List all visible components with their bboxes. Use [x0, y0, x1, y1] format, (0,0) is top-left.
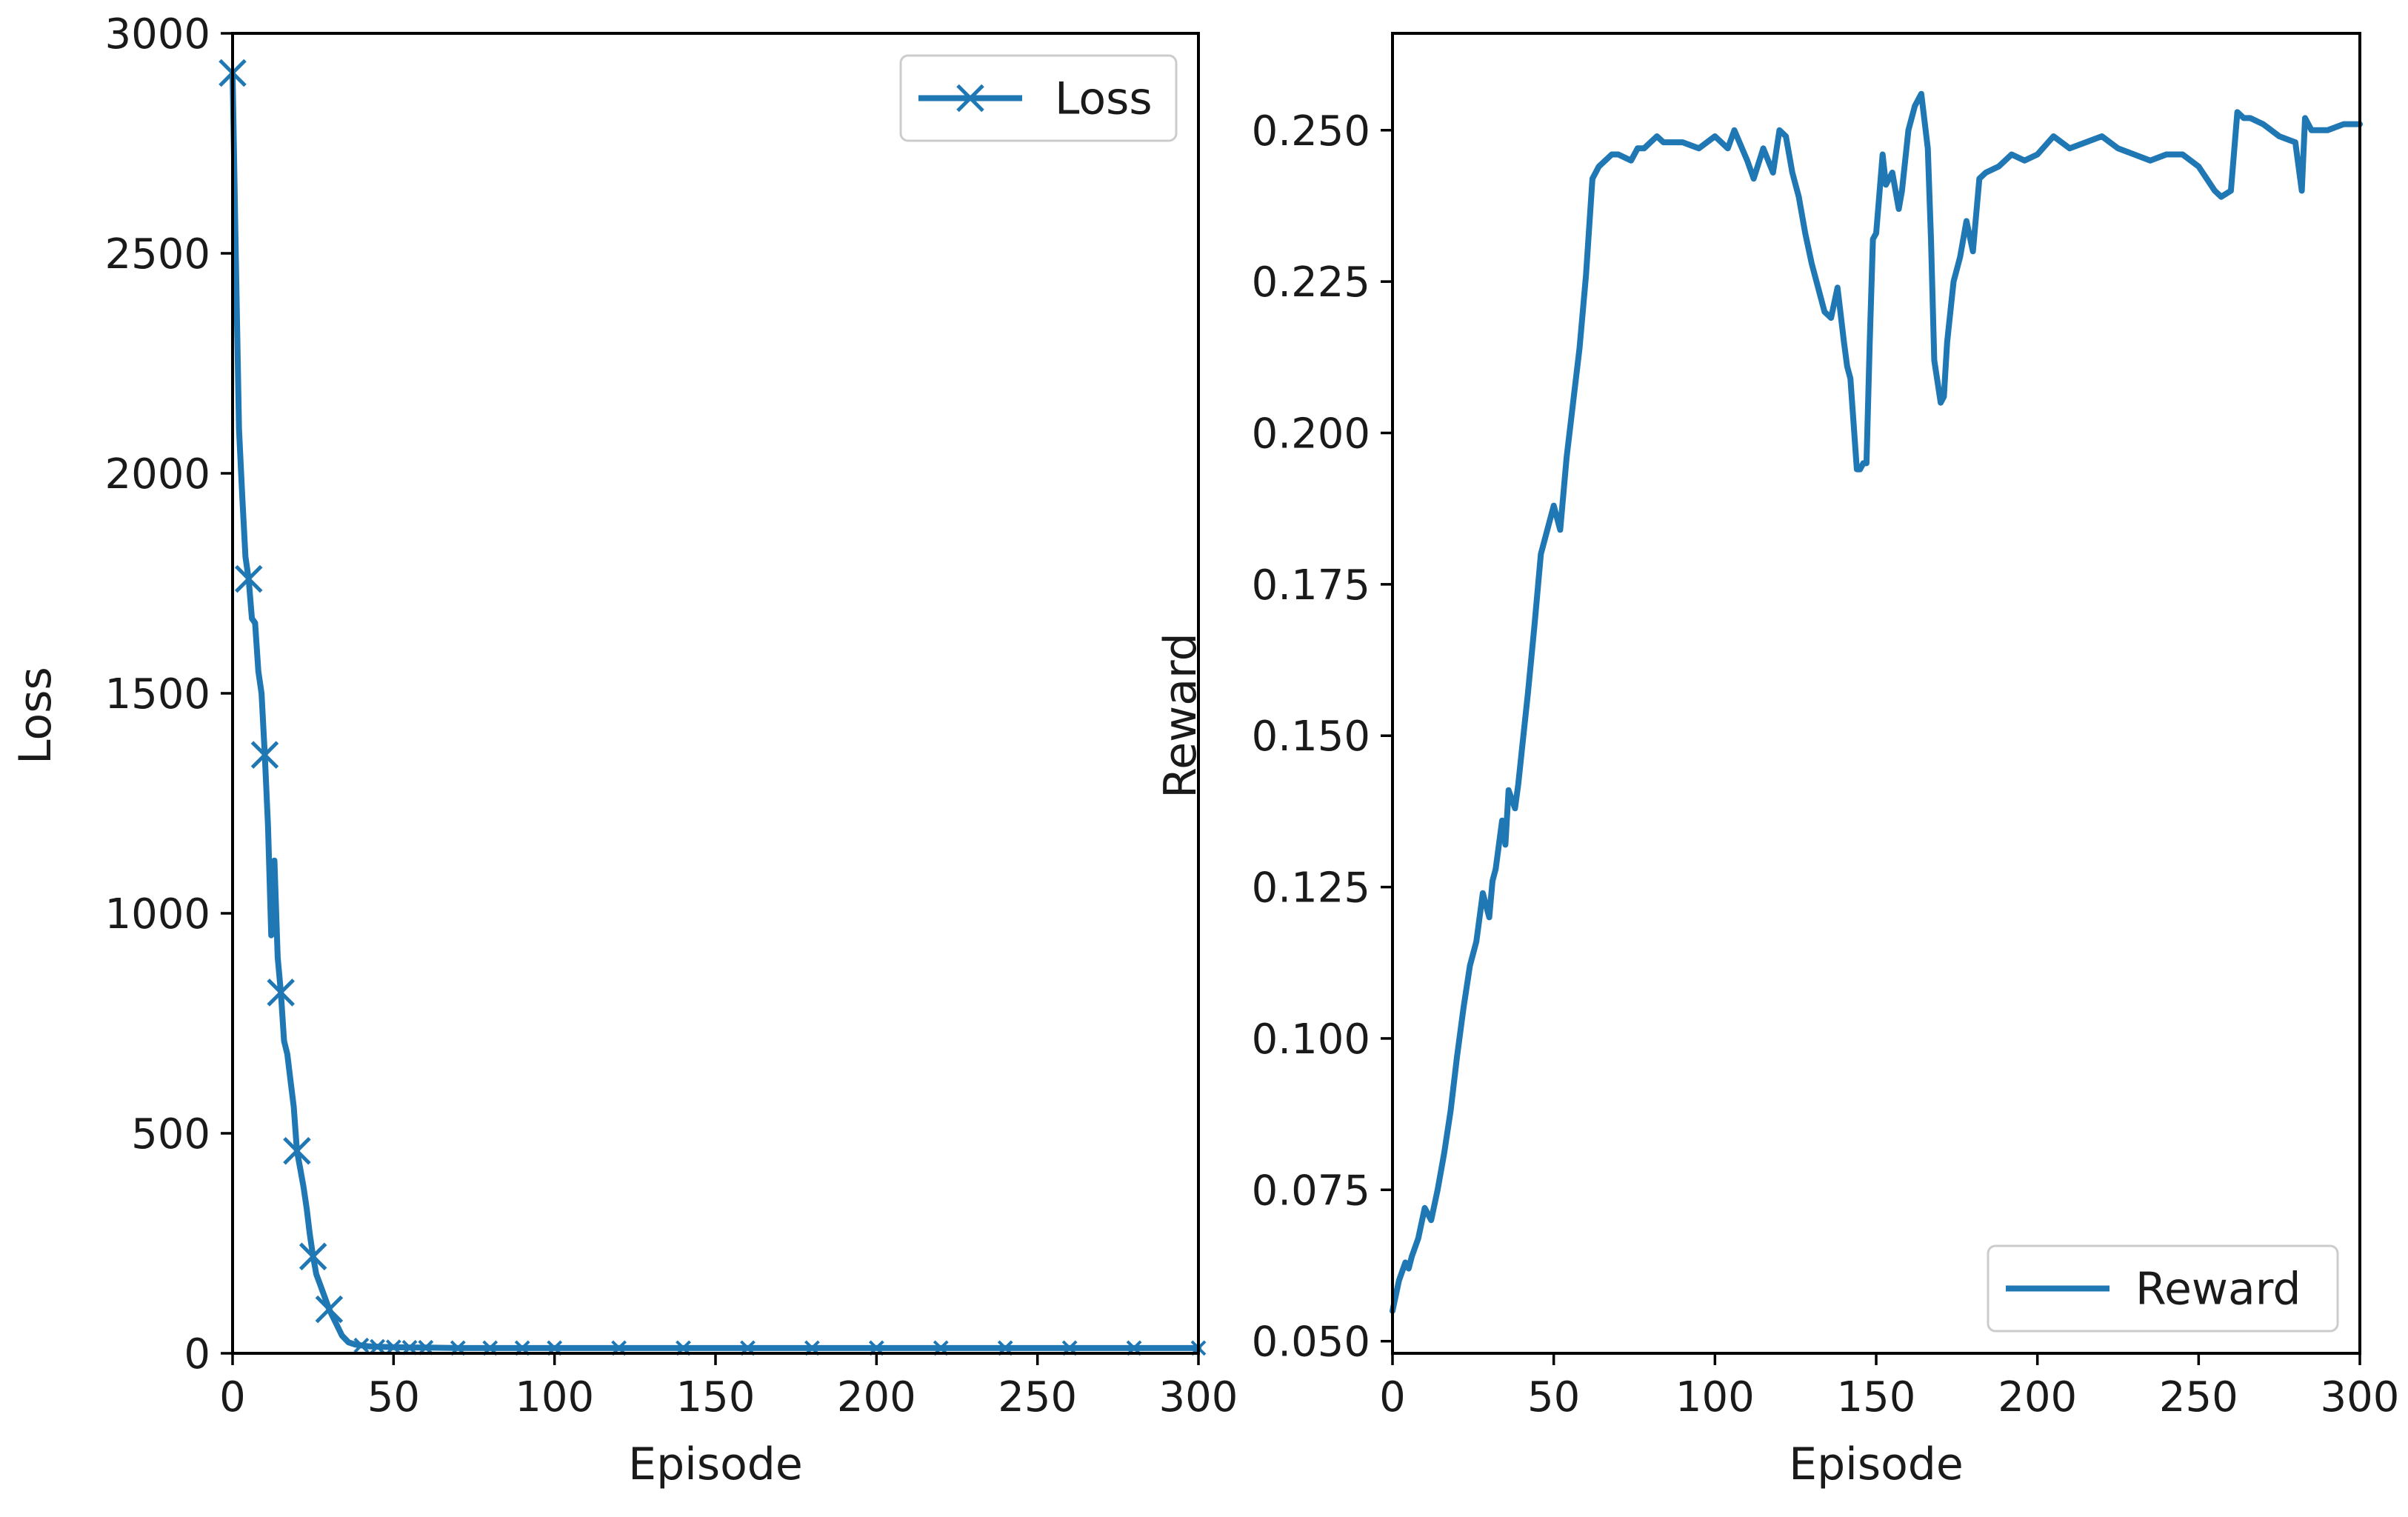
- reward-y-tick-label: 0.200: [1252, 410, 1370, 459]
- loss-ticks: 0 50 100 150 200 250 3000500100015002000250030…: [104, 10, 1238, 1421]
- reward-x-tick-label: 300: [2321, 1373, 2400, 1421]
- loss-legend-x-marker: [956, 84, 984, 113]
- reward-x-axis-label: Episode: [1789, 1438, 1964, 1490]
- loss-point-marker: [283, 1136, 311, 1165]
- loss-y-tick-label: 1000: [104, 890, 210, 938]
- reward-x-tick-label: 200: [1998, 1373, 2077, 1421]
- reward-x-tick-label: 250: [2159, 1373, 2238, 1421]
- reward-y-tick-label: 0.175: [1252, 561, 1370, 610]
- loss-y-tick-label: 1500: [104, 670, 210, 719]
- reward-x-tick-label: 50: [1527, 1373, 1580, 1421]
- reward-y-axis-label: Reward: [1155, 633, 1207, 798]
- reward-y-tick-label: 0.250: [1252, 107, 1370, 156]
- reward-series-line: [1390, 90, 2363, 1314]
- loss-point-marker: [353, 1337, 370, 1353]
- loss-point-marker: [267, 978, 295, 1007]
- reward-x-tick-label: 0: [1379, 1373, 1406, 1421]
- reward-y-tick-label: 0.100: [1252, 1016, 1370, 1064]
- reward-y-tick-label: 0.050: [1252, 1318, 1370, 1367]
- loss-y-tick-label: 2500: [104, 230, 210, 279]
- reward-x-tick-label: 100: [1675, 1373, 1755, 1421]
- loss-point-marker: [250, 741, 279, 769]
- loss-x-tick-label: 300: [1159, 1373, 1238, 1421]
- loss-x-tick-label: 50: [367, 1373, 420, 1421]
- loss-legend-x-glyph: [956, 84, 984, 113]
- loss-chart: 0 50 100 150 200 250 3000500100015002000250030…: [10, 10, 1238, 1490]
- loss-point-marker: [315, 1295, 344, 1324]
- reward-legend-label: Reward: [2135, 1264, 2301, 1316]
- loss-point-marker: [385, 1339, 401, 1356]
- loss-legend: Loss: [899, 54, 1178, 142]
- reward-y-tick-label: 0.125: [1252, 864, 1370, 913]
- reward-chart: 0 50 100 150 200 250 300 0.050 0.075 0.100 0.125 0.…: [1155, 32, 2400, 1490]
- loss-y-tick-label: 2000: [104, 450, 210, 499]
- loss-legend-label: Loss: [1055, 73, 1153, 125]
- reward-legend: Reward: [1987, 1244, 2339, 1333]
- loss-y-tick-label: 3000: [104, 10, 210, 59]
- reward-x-tick-label: 150: [1837, 1373, 1916, 1421]
- reward-legend-box: [1987, 1244, 2339, 1333]
- loss-x-axis-label: Episode: [628, 1438, 803, 1490]
- loss-y-tick-label: 0: [184, 1330, 210, 1378]
- loss-legend-box: [899, 54, 1178, 142]
- reward-y-tick-label: 0.150: [1252, 713, 1370, 761]
- loss-point-marker: [370, 1338, 386, 1355]
- loss-point-marker: [299, 1242, 327, 1271]
- reward-y-tick-label: 0.075: [1252, 1167, 1370, 1215]
- loss-x-tick-label: 150: [676, 1373, 756, 1421]
- loss-x-tick-label: 250: [998, 1373, 1077, 1421]
- loss-x-tick-label: 100: [515, 1373, 594, 1421]
- reward-y-tick-label: 0.225: [1252, 259, 1370, 307]
- reward-ticks: 0 50 100 150 200 250 300 0.050 0.075 0.100 0.125 0.…: [1252, 107, 2400, 1421]
- loss-y-tick-label: 500: [131, 1110, 210, 1158]
- loss-x-tick-label: 0: [219, 1373, 246, 1421]
- loss-y-axis-label: Loss: [10, 667, 61, 764]
- reward-series-layer: [1390, 90, 2363, 1314]
- loss-point-marker: [234, 564, 263, 593]
- loss-x-tick-label: 200: [837, 1373, 916, 1421]
